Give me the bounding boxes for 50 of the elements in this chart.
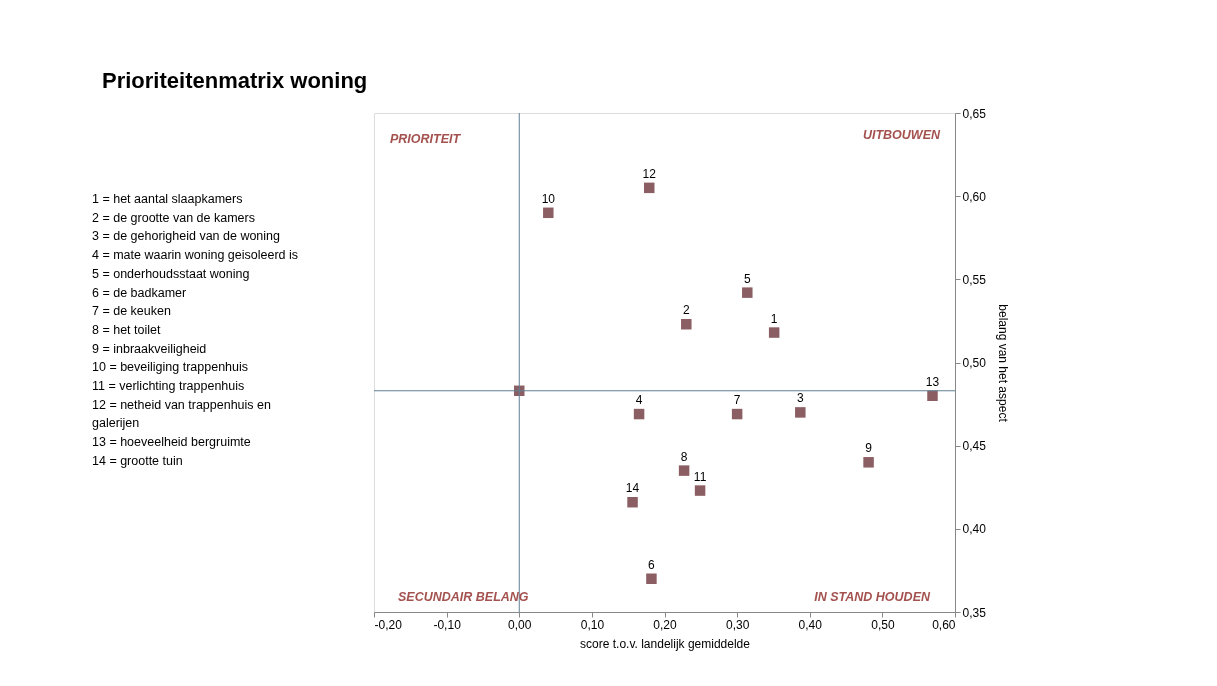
annotation: 10	[541, 191, 556, 206]
text: 5 = onderhoudsstaat woning	[92, 266, 250, 281]
annotation: 5	[743, 271, 751, 286]
text: 9 = inbraakveiligheid	[92, 341, 207, 356]
annotation: 8	[680, 449, 688, 464]
text: 2 = de grootte van de kamers	[92, 210, 255, 225]
y-axis-title: belang van het aspect	[995, 304, 1010, 423]
annotation: 13	[925, 374, 940, 389]
annotation: 4	[635, 393, 643, 408]
x-tick-label: -0,10	[433, 617, 462, 632]
annotation: 12	[642, 166, 657, 181]
y-tick-label: 0,45	[962, 439, 987, 454]
annotation: UITBOUWEN	[862, 128, 941, 142]
chart-title: Prioriteitenmatrix woning	[102, 68, 368, 93]
text: 6 = de badkamer	[92, 285, 187, 300]
annotation: 9	[865, 441, 873, 456]
x-tick-label: 0,10	[580, 617, 605, 632]
x-tick-label: -0,20	[374, 617, 403, 632]
y-tick-label: 0,40	[962, 522, 987, 537]
text: 8 = het toilet	[92, 322, 161, 337]
annotation: IN STAND HOUDEN	[814, 590, 931, 604]
x-tick-label: 0,50	[871, 617, 895, 632]
annotation: 11	[693, 469, 707, 484]
x-tick-label: 0,30	[725, 617, 750, 632]
x-tick-label: 0,60	[932, 617, 956, 632]
annotation: 1	[770, 311, 778, 326]
text: 10 = beveiliging trappenhuis	[92, 360, 249, 375]
annotation: 6	[648, 557, 656, 572]
text: 4 = mate waarin woning geisoleerd is	[92, 248, 299, 263]
annotation: 3	[796, 391, 804, 406]
y-tick-label: 0,35	[962, 605, 987, 620]
y-tick-label: 0,65	[962, 106, 987, 121]
text: 3 = de gehorigheid van de woning	[92, 229, 281, 244]
annotation: PRIORITEIT	[390, 132, 462, 146]
y-tick-label: 0,60	[962, 189, 987, 204]
y-tick-label: 0,50	[962, 356, 987, 370]
x-tick-label: 0,20	[653, 617, 677, 632]
text: 12 = netheid van trappenhuis en galerijen	[92, 397, 272, 431]
text: 7 = de keuken	[92, 304, 171, 319]
annotation: 14	[625, 481, 640, 496]
annotation: 7	[733, 393, 741, 408]
text: 11 = verlichting trappenhuis	[92, 379, 245, 393]
text: 14 = grootte tuin	[92, 453, 183, 468]
x-tick-label: 0,40	[798, 617, 823, 632]
text: 13 = hoeveelheid bergruimte	[92, 435, 251, 450]
x-tick-label: 0,00	[508, 617, 532, 632]
y-tick-label: 0,55	[962, 272, 987, 287]
text: 1 = het aantal slaapkamers	[92, 192, 243, 206]
annotation: 2	[682, 303, 690, 318]
x-axis-title: score t.o.v. landelijk gemiddelde	[580, 636, 751, 651]
